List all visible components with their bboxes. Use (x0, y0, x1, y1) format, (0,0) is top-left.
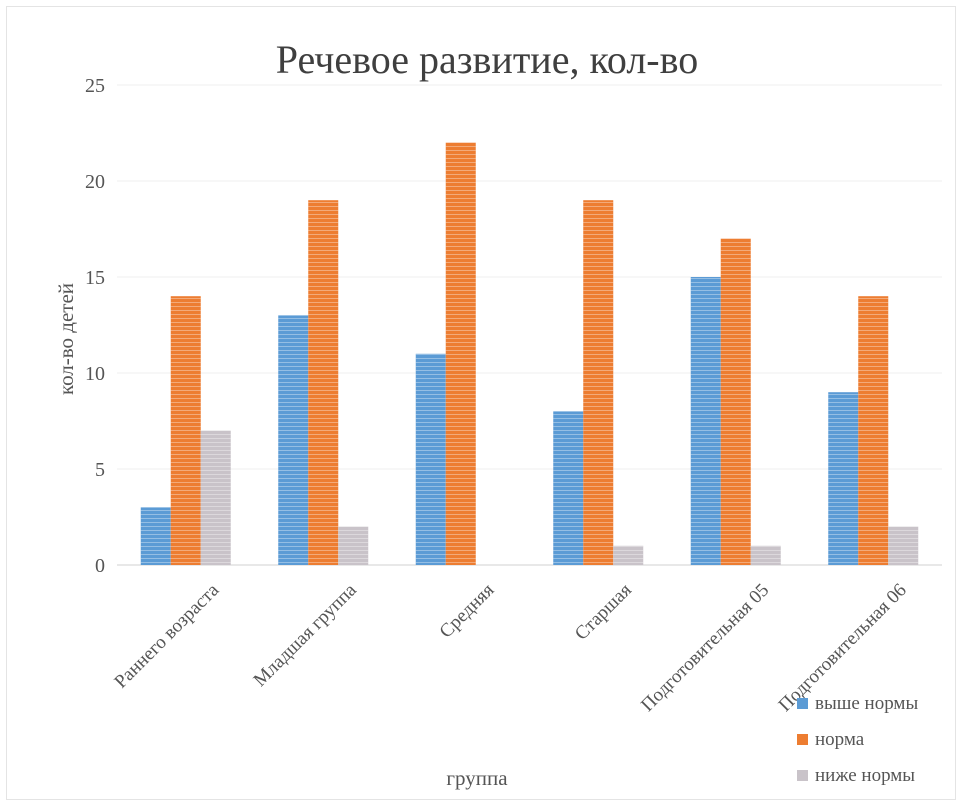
bar-texture (858, 296, 889, 565)
bar-texture (445, 142, 476, 565)
y-axis-ticks: 0 5 10 15 20 25 (85, 75, 105, 577)
bar-texture (690, 277, 721, 565)
legend-swatch (797, 770, 808, 781)
bar-texture (140, 507, 171, 565)
chart-svg: Речевое развитие, кол-во 0 5 10 15 20 25 Ранн… (54, 37, 942, 790)
chart-frame: Речевое развитие, кол-во 0 5 10 15 20 25 Ранн… (6, 6, 956, 800)
y-tick-label: 15 (85, 267, 105, 289)
grid-layer (117, 84, 942, 566)
x-tick-label: Средняя (436, 580, 499, 643)
x-tick-label: Младшая группа (250, 579, 362, 691)
bar-texture (278, 315, 309, 565)
bars-layer (140, 142, 919, 565)
x-axis-label: группа (446, 766, 508, 790)
x-axis-ticks: Раннего возраста Младшая группа Средняя Ста… (110, 579, 910, 716)
bar-texture (415, 353, 446, 565)
legend-label: ниже нормы (815, 765, 915, 786)
chart-title: Речевое развитие, кол-во (276, 37, 698, 82)
bar-texture (888, 526, 919, 565)
x-tick-label: Раннего возраста (110, 579, 223, 692)
x-tick-label: Старшая (571, 580, 636, 645)
bar-texture (720, 238, 751, 565)
bar-texture (308, 200, 339, 565)
legend-label: норма (815, 729, 865, 750)
y-tick-label: 10 (85, 363, 105, 385)
legend-swatch (797, 698, 808, 709)
bar-texture (553, 411, 584, 565)
bar-texture (170, 296, 201, 565)
bar-texture (338, 526, 369, 565)
y-tick-label: 0 (95, 555, 105, 577)
legend-swatch (797, 734, 808, 745)
legend-label: выше нормы (815, 693, 918, 714)
y-tick-label: 25 (85, 75, 105, 97)
x-tick-label: Подготовительная 05 (637, 580, 773, 716)
bar-texture (828, 392, 859, 565)
bar-texture (583, 200, 614, 565)
bar-texture (200, 430, 231, 565)
bar-texture (750, 545, 781, 565)
legend: выше нормы норма ниже нормы (797, 693, 918, 786)
y-tick-label: 20 (85, 171, 105, 193)
y-axis-label: кол-во детей (54, 283, 78, 395)
bar-texture (613, 545, 644, 565)
y-tick-label: 5 (95, 459, 105, 481)
